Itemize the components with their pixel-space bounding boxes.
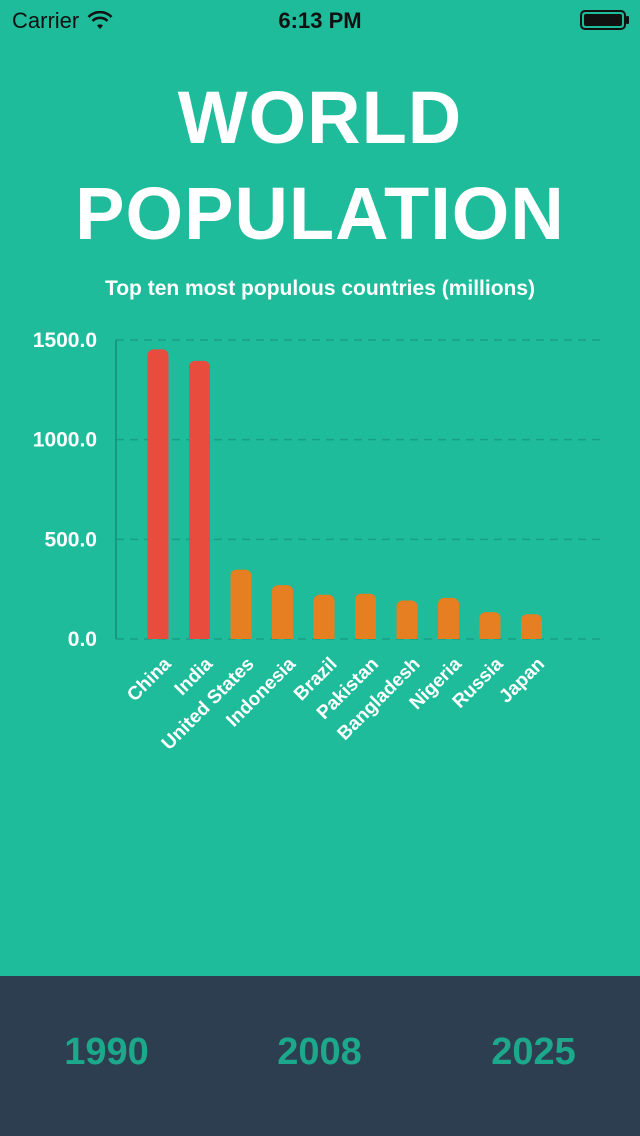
bar-base — [355, 633, 376, 639]
bar-base — [313, 633, 335, 639]
year-button-1990[interactable]: 1990 — [64, 1031, 149, 1073]
title-line-2: POPULATION — [75, 172, 565, 255]
bar-russia — [479, 612, 501, 639]
title-line-1: WORLD — [177, 76, 463, 159]
year-button-2008[interactable]: 2008 — [277, 1031, 362, 1073]
bar-japan — [521, 614, 542, 639]
x-tick-label: Japan — [495, 654, 549, 708]
bar-pakistan — [355, 593, 376, 639]
carrier-label: Carrier — [12, 8, 80, 33]
y-tick-label: 1000.0 — [33, 429, 97, 452]
bar-bangladesh — [396, 600, 418, 639]
bar-indonesia — [272, 585, 293, 639]
year-selector: 1990 2008 2025 — [0, 976, 640, 1136]
page-title: WORLD POPULATION — [0, 70, 640, 262]
bar-base — [438, 633, 459, 639]
bar-brazil — [313, 594, 335, 639]
bar-base — [396, 633, 418, 639]
bar-united-states — [230, 569, 252, 639]
wifi-icon — [87, 11, 113, 29]
bar-china — [147, 349, 169, 639]
y-tick-label: 0.0 — [68, 628, 97, 651]
y-tick-label: 500.0 — [44, 528, 97, 551]
x-tick-label: China — [123, 653, 175, 705]
bar-india — [189, 360, 210, 639]
chart-subtitle: Top ten most populous countries (million… — [104, 277, 536, 300]
carrier-indicator: Carrier — [12, 8, 113, 34]
bar-base — [147, 633, 169, 639]
y-tick-label: 1500.0 — [33, 329, 97, 352]
bar-base — [272, 633, 293, 639]
status-bar: Carrier 6:13 PM — [0, 0, 640, 40]
bar-nigeria — [438, 597, 459, 639]
bar-base — [230, 633, 252, 639]
bar-base — [479, 633, 501, 639]
bar-base — [189, 633, 210, 639]
year-button-2025[interactable]: 2025 — [491, 1031, 576, 1073]
battery-icon — [580, 10, 629, 30]
clock: 6:13 PM — [278, 8, 362, 33]
bar-base — [521, 633, 542, 639]
